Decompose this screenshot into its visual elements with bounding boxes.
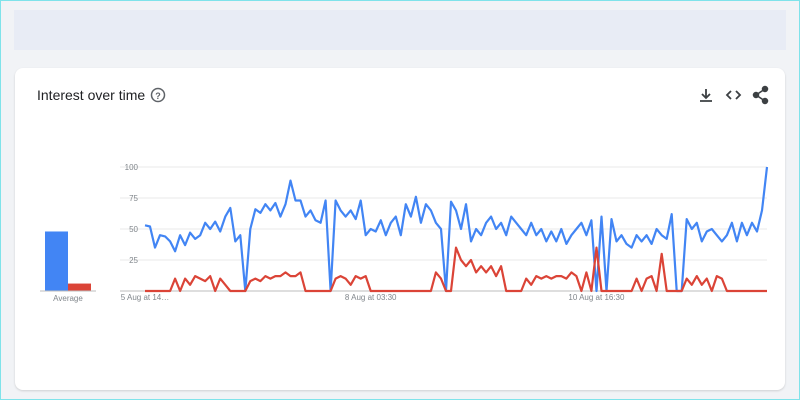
average-bar <box>68 283 91 291</box>
line-series <box>145 246 767 293</box>
x-tick-label: 10 Aug at 16:30 <box>568 293 625 302</box>
svg-text:?: ? <box>155 91 161 101</box>
share-icon[interactable] <box>752 85 769 105</box>
x-tick-label: 5 Aug at 14… <box>121 293 169 302</box>
embed-icon[interactable] <box>725 90 742 100</box>
y-tick-label: 75 <box>129 194 138 203</box>
line-series <box>144 166 769 293</box>
x-tick-label: 8 Aug at 03:30 <box>345 293 397 302</box>
average-label: Average <box>53 294 83 303</box>
download-icon[interactable] <box>700 89 712 102</box>
y-tick-label: 25 <box>129 256 138 265</box>
average-bar <box>45 231 68 291</box>
help-icon[interactable]: ? <box>150 87 166 103</box>
top-band <box>14 10 786 50</box>
y-tick-label: 50 <box>129 225 138 234</box>
y-tick-label: 100 <box>125 163 139 172</box>
chart-title: Interest over time <box>37 87 145 103</box>
